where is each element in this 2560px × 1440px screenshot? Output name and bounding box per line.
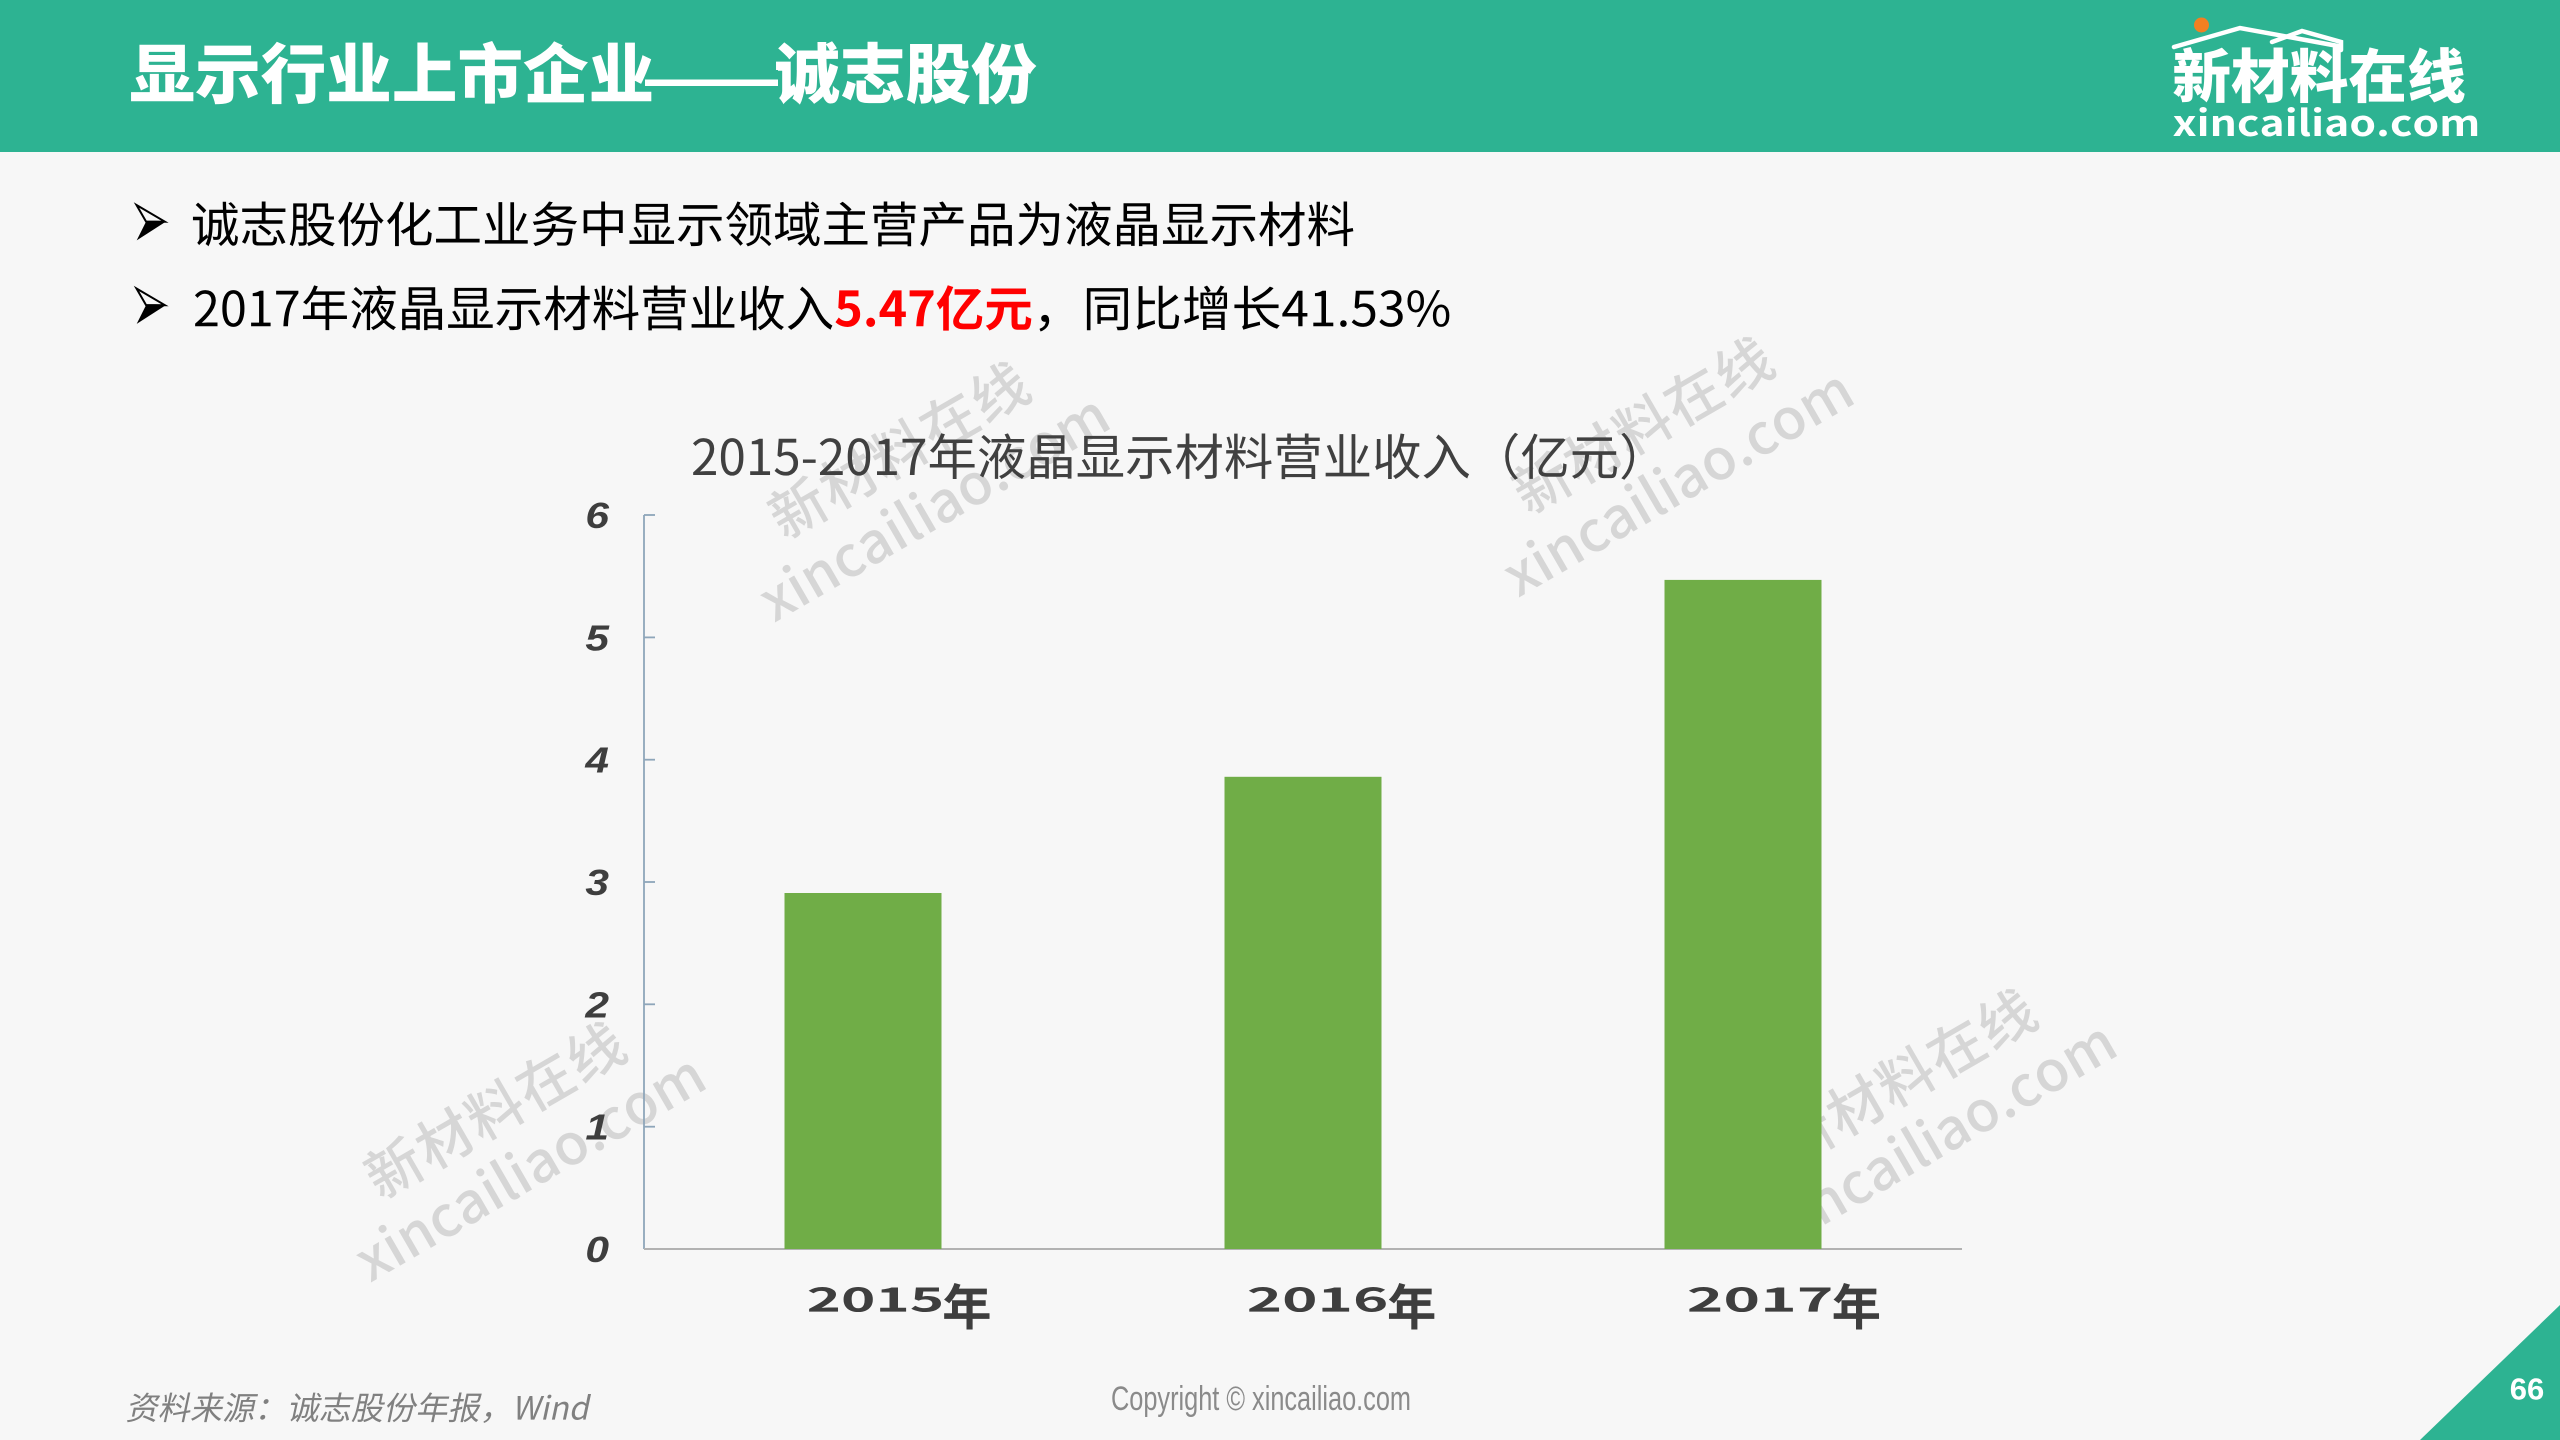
svg-text:3: 3	[585, 863, 609, 903]
svg-text:Copyright © xincailiao.com: Copyright © xincailiao.com	[1111, 1380, 1411, 1418]
svg-text:5: 5	[585, 618, 610, 658]
svg-text:0: 0	[585, 1230, 609, 1270]
svg-text:66: 66	[2510, 1372, 2544, 1407]
svg-text:4: 4	[584, 741, 609, 781]
svg-text:6: 6	[585, 496, 610, 536]
svg-text:2: 2	[584, 985, 609, 1025]
svg-text:1: 1	[585, 1108, 609, 1148]
